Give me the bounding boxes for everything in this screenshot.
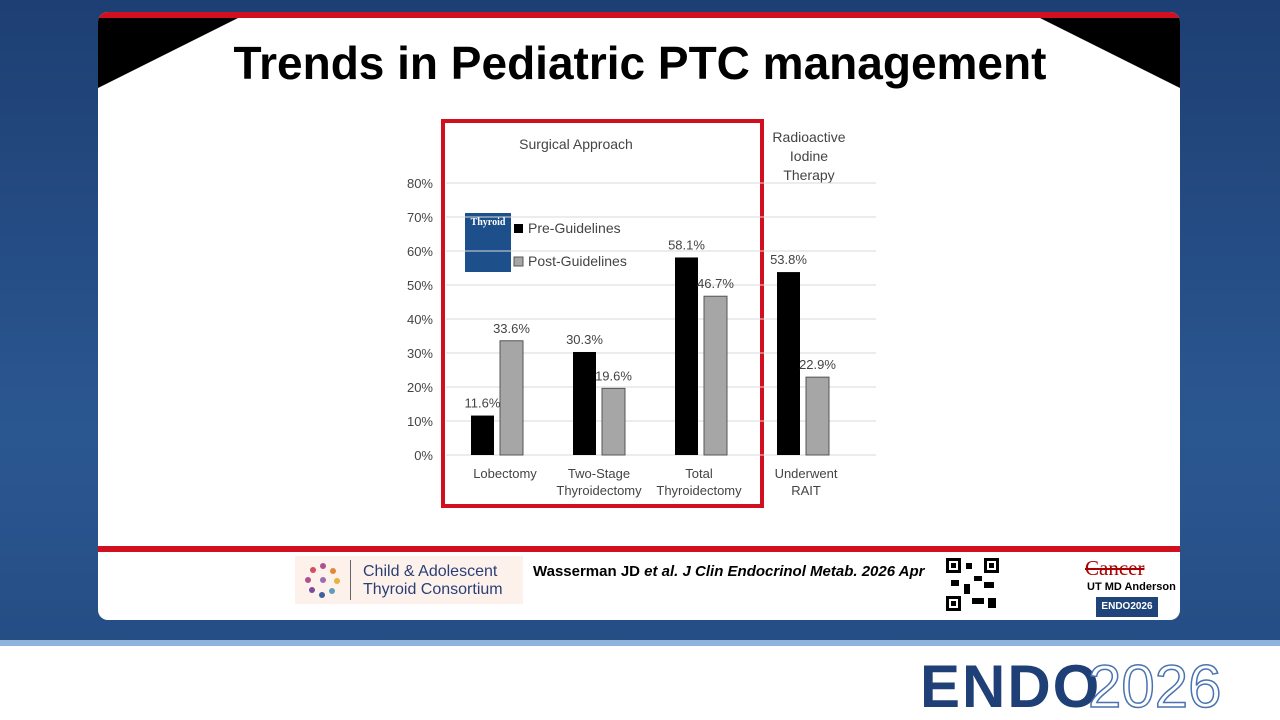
- y-tick-label: 10%: [407, 414, 433, 429]
- footer-line: [98, 546, 1180, 552]
- value-label: 53.8%: [770, 252, 807, 267]
- top-bar: [98, 12, 1180, 18]
- y-tick-label: 50%: [407, 278, 433, 293]
- corner: [1040, 18, 1180, 88]
- legend-swatch: [513, 256, 524, 267]
- bar: [777, 272, 800, 455]
- x-tick-label: Total Thyroidectomy: [656, 466, 742, 498]
- mda-cancer: Cancer: [1085, 556, 1145, 580]
- x-tick-label: Lobectomy: [473, 466, 537, 481]
- legend-label: Post-Guidelines: [528, 253, 627, 269]
- y-tick-label: 60%: [407, 244, 433, 259]
- mda-badge: ENDO2026: [1096, 597, 1158, 617]
- y-tick-label: 70%: [407, 210, 433, 225]
- bar: [805, 376, 830, 456]
- bottom-bar: ENDO 2026: [0, 640, 1280, 720]
- mda-name: UT MD Anderson: [1087, 581, 1176, 593]
- y-tick-label: 40%: [407, 312, 433, 327]
- brand-year: 2026: [1087, 652, 1222, 720]
- x-tick-label: Two-Stage Thyroidectomy: [556, 466, 642, 498]
- value-label: 11.6%: [465, 396, 501, 411]
- y-tick-label: 20%: [407, 380, 433, 395]
- value-label: 46.7%: [697, 276, 734, 291]
- brand-main: ENDO: [920, 653, 1102, 720]
- slide: [98, 12, 1180, 620]
- annotation: Radioactive Iodine Therapy: [772, 129, 846, 183]
- slide-title: Trends in Pediatric PTC management: [233, 37, 1047, 89]
- value-label: 58.1%: [668, 237, 705, 252]
- y-tick-label: 0%: [414, 448, 433, 463]
- bar: [573, 351, 596, 455]
- bar: [675, 257, 698, 455]
- logo-text: Thyroid Consortium: [363, 581, 503, 598]
- legend-label: Pre-Guidelines: [528, 220, 621, 236]
- legend-swatch: [514, 224, 523, 233]
- citation-source: et al. J Clin Endocrinol Metab. 2026 Apr: [644, 563, 925, 580]
- citation-author: Wasserman JD: [533, 563, 640, 580]
- bar: [499, 340, 524, 456]
- journal-cover: Thyroid: [465, 213, 511, 272]
- logo-text: Child & Adolescent: [363, 563, 498, 580]
- value-label: 19.6%: [595, 368, 632, 383]
- bar: [703, 295, 728, 456]
- value-label: 30.3%: [566, 332, 603, 347]
- y-tick-label: 80%: [407, 176, 433, 191]
- corner: [98, 18, 238, 88]
- bar: [471, 415, 494, 455]
- x-tick-label: Underwent RAIT: [774, 466, 838, 498]
- logo-dots: [305, 563, 340, 598]
- y-tick-label: 30%: [407, 346, 433, 361]
- value-label: 22.9%: [799, 357, 836, 372]
- annotation: Surgical Approach: [519, 136, 633, 152]
- bar: [601, 387, 626, 456]
- qr-code: [946, 558, 999, 611]
- value-label: 33.6%: [493, 321, 530, 336]
- highlight-box: [441, 119, 764, 508]
- citation: Wasserman JD et al. J Clin Endocrinol Me…: [533, 563, 925, 580]
- consortium-logo: Child & Adolescent Thyroid Consortium: [295, 556, 523, 604]
